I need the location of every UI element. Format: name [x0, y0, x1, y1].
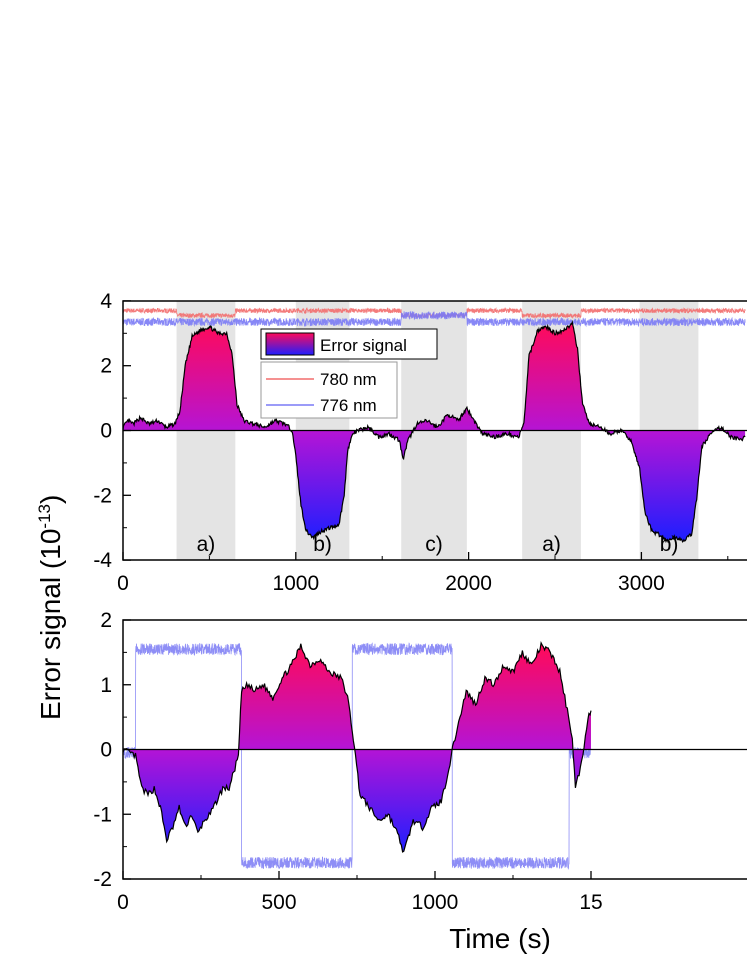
- legend-lines-frame: [260, 361, 398, 419]
- legend-780-label: 780 nm: [320, 370, 377, 389]
- top-region-labels: a) b) c) a) b): [197, 533, 679, 556]
- legend-776-label: 776 nm: [320, 396, 377, 415]
- y-tick-label: 0: [100, 420, 112, 443]
- bottom-panel: 0 500 1000 15 2 1 0 -1 -2: [93, 609, 747, 914]
- error-signal-line: [123, 640, 592, 853]
- error-signal-fill: [123, 322, 746, 542]
- top-wavelength-lines: [123, 306, 746, 328]
- x-tick-label: 15: [579, 891, 602, 914]
- y-tick-label: -2: [93, 484, 112, 507]
- region-label: b): [313, 533, 332, 556]
- bottom-wavelength-line: [123, 642, 592, 870]
- bottom-y-ticks: 2 1 0 -1 -2: [93, 609, 131, 891]
- legend: Error signal 780 nm 776 nm: [260, 328, 438, 419]
- x-tick-label: 2000: [445, 572, 492, 595]
- y-tick-label: 2: [100, 355, 112, 378]
- y-tick-label: 2: [100, 609, 112, 632]
- top-panel: a) b) c) a) b) 0 1000 2000 3000 4 2 0 -2 -4 Error s…: [93, 290, 747, 595]
- x-tick-label: 500: [261, 891, 296, 914]
- region-label: b): [660, 533, 679, 556]
- x-axis-title: Time (s): [449, 923, 551, 954]
- x-tick-label: 1000: [412, 891, 459, 914]
- y-tick-label: 4: [100, 290, 112, 313]
- top-y-ticks: 4 2 0 -2 -4: [93, 290, 131, 572]
- x-tick-label: 0: [117, 572, 129, 595]
- y-tick-label: -2: [93, 868, 112, 891]
- y-axis-title: Error signal (10-13): [35, 495, 66, 720]
- y-tick-label: -1: [93, 803, 112, 826]
- legend-error-label: Error signal: [320, 336, 407, 355]
- x-tick-label: 0: [117, 891, 129, 914]
- top-x-ticks: 0 1000 2000 3000: [117, 552, 729, 595]
- y-axis-title-exponent: -13: [35, 504, 54, 529]
- x-tick-label: 1000: [272, 572, 319, 595]
- y-tick-label: 0: [100, 739, 112, 762]
- legend-error-swatch: [265, 332, 315, 356]
- line-776nm: [123, 310, 746, 328]
- y-tick-label: 1: [100, 674, 112, 697]
- top-error-area: [123, 319, 746, 544]
- region-label: a): [542, 533, 561, 556]
- y-tick-label: -4: [93, 549, 112, 572]
- bottom-error-area: [123, 640, 592, 853]
- region-label: a): [197, 533, 216, 556]
- x-tick-label: 3000: [618, 572, 665, 595]
- line-776nm: [123, 642, 592, 870]
- bottom-x-ticks: 0 500 1000 15: [117, 871, 603, 914]
- error-signal-line: [123, 319, 746, 544]
- region-label: c): [425, 533, 443, 556]
